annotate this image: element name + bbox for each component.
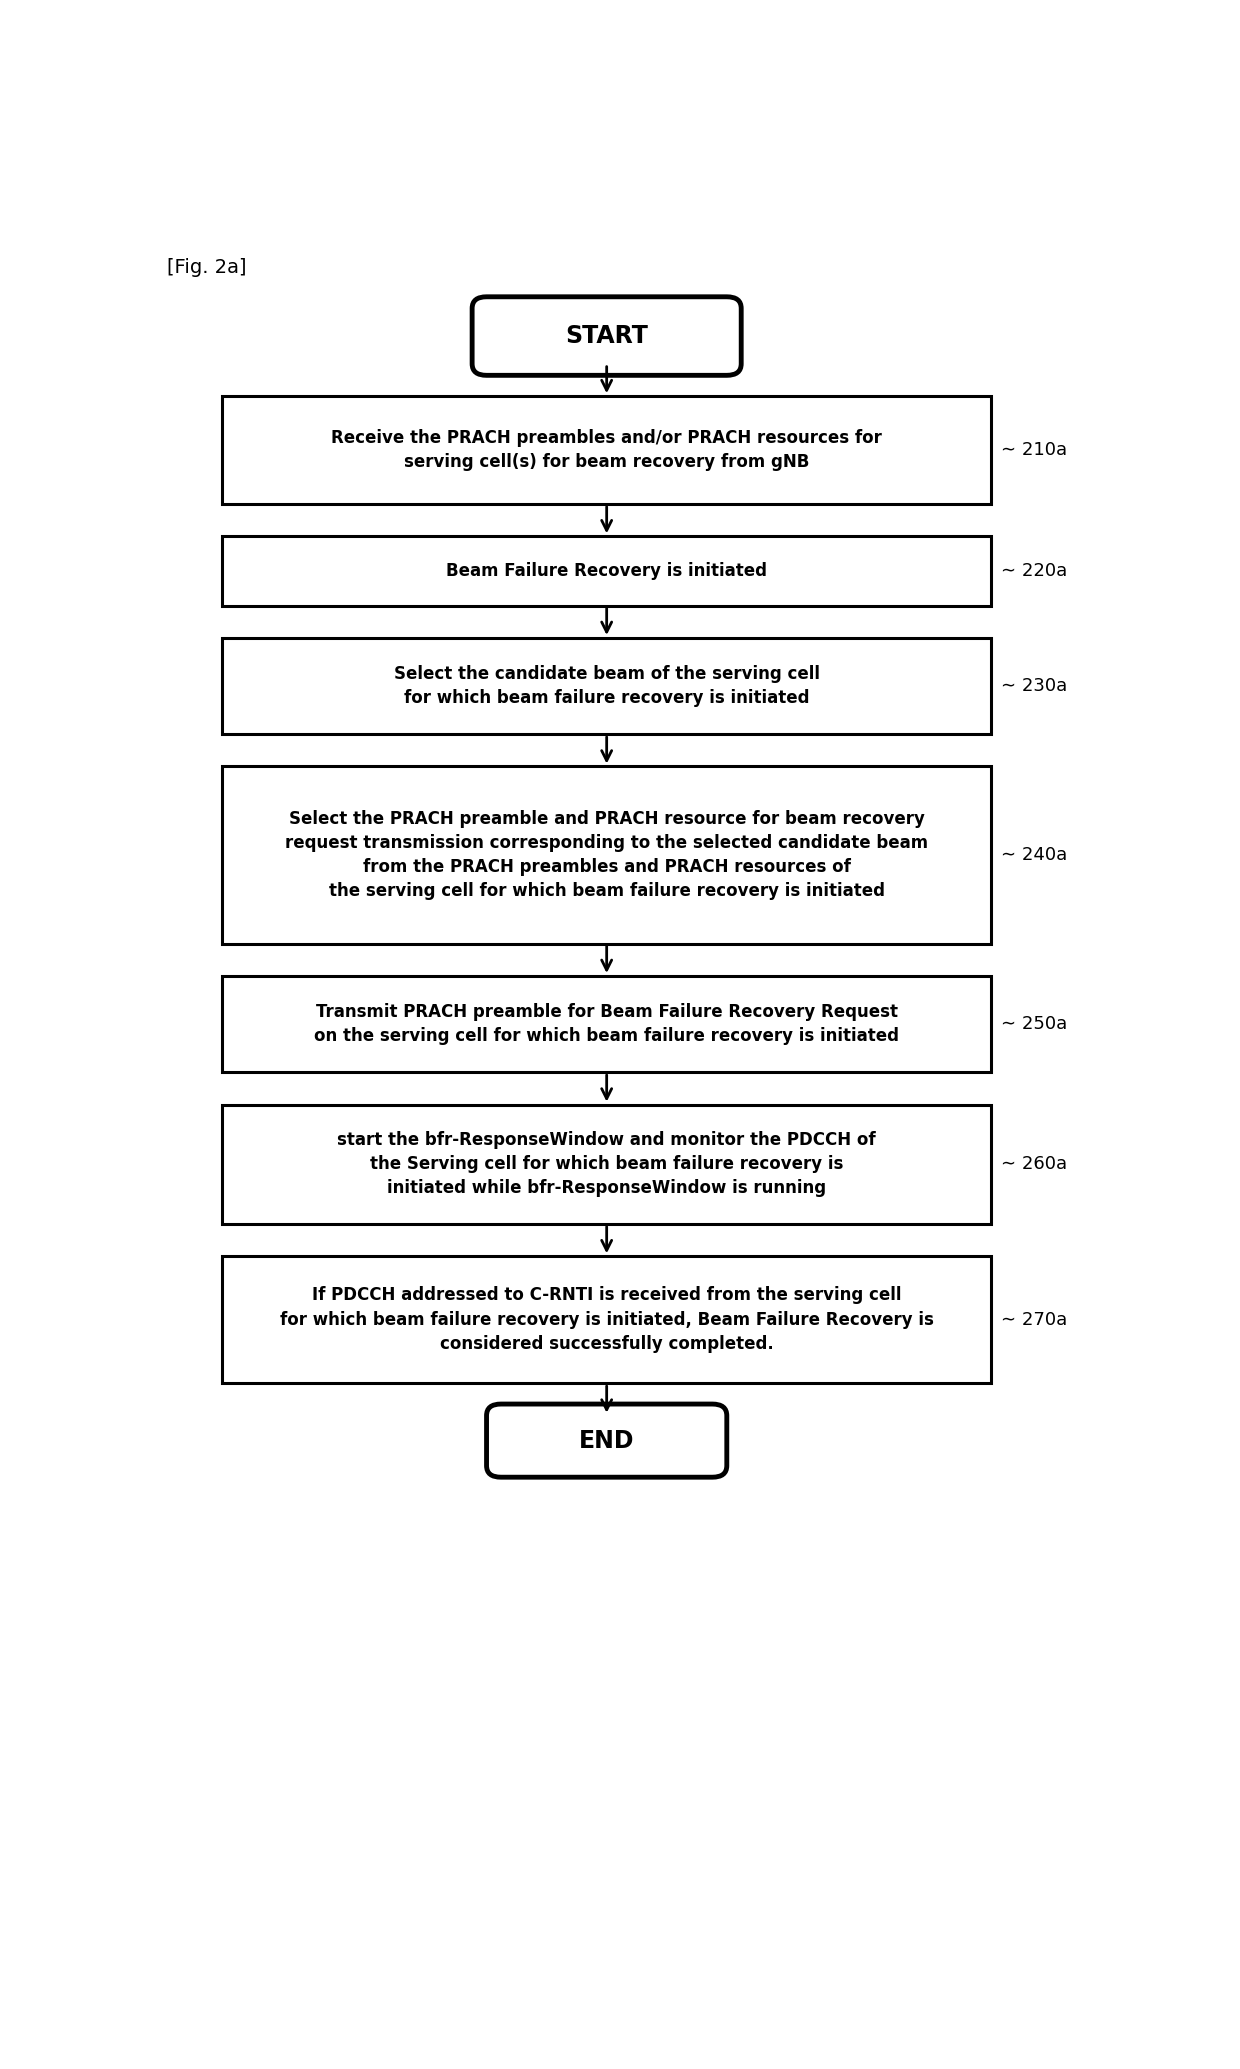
FancyBboxPatch shape	[222, 1105, 991, 1225]
Text: ∼ 220a: ∼ 220a	[1001, 563, 1066, 579]
FancyBboxPatch shape	[486, 1405, 727, 1477]
FancyBboxPatch shape	[222, 637, 991, 734]
Text: ∼ 260a: ∼ 260a	[1001, 1155, 1066, 1173]
FancyBboxPatch shape	[222, 1256, 991, 1384]
Text: ∼ 240a: ∼ 240a	[1001, 846, 1066, 865]
FancyBboxPatch shape	[222, 536, 991, 606]
FancyBboxPatch shape	[222, 766, 991, 943]
Text: start the bfr-ResponseWindow and monitor the PDCCH of
the Serving cell for which: start the bfr-ResponseWindow and monitor…	[337, 1132, 875, 1198]
Text: START: START	[565, 325, 649, 348]
Text: Receive the PRACH preambles and/or PRACH resources for
serving cell(s) for beam : Receive the PRACH preambles and/or PRACH…	[331, 428, 882, 472]
Text: Select the PRACH preamble and PRACH resource for beam recovery
request transmiss: Select the PRACH preamble and PRACH reso…	[285, 809, 929, 900]
Text: END: END	[579, 1428, 635, 1452]
FancyBboxPatch shape	[472, 296, 742, 374]
Text: Select the candidate beam of the serving cell
for which beam failure recovery is: Select the candidate beam of the serving…	[393, 664, 820, 708]
Text: ∼ 210a: ∼ 210a	[1001, 441, 1066, 459]
Text: Transmit PRACH preamble for Beam Failure Recovery Request
on the serving cell fo: Transmit PRACH preamble for Beam Failure…	[314, 1003, 899, 1045]
Text: [Fig. 2a]: [Fig. 2a]	[166, 257, 246, 277]
FancyBboxPatch shape	[222, 977, 991, 1072]
FancyBboxPatch shape	[222, 395, 991, 505]
Text: Beam Failure Recovery is initiated: Beam Failure Recovery is initiated	[446, 563, 768, 579]
Text: ∼ 270a: ∼ 270a	[1001, 1312, 1066, 1328]
Text: If PDCCH addressed to C-RNTI is received from the serving cell
for which beam fa: If PDCCH addressed to C-RNTI is received…	[280, 1287, 934, 1353]
Text: ∼ 250a: ∼ 250a	[1001, 1016, 1066, 1032]
Text: ∼ 230a: ∼ 230a	[1001, 677, 1066, 695]
